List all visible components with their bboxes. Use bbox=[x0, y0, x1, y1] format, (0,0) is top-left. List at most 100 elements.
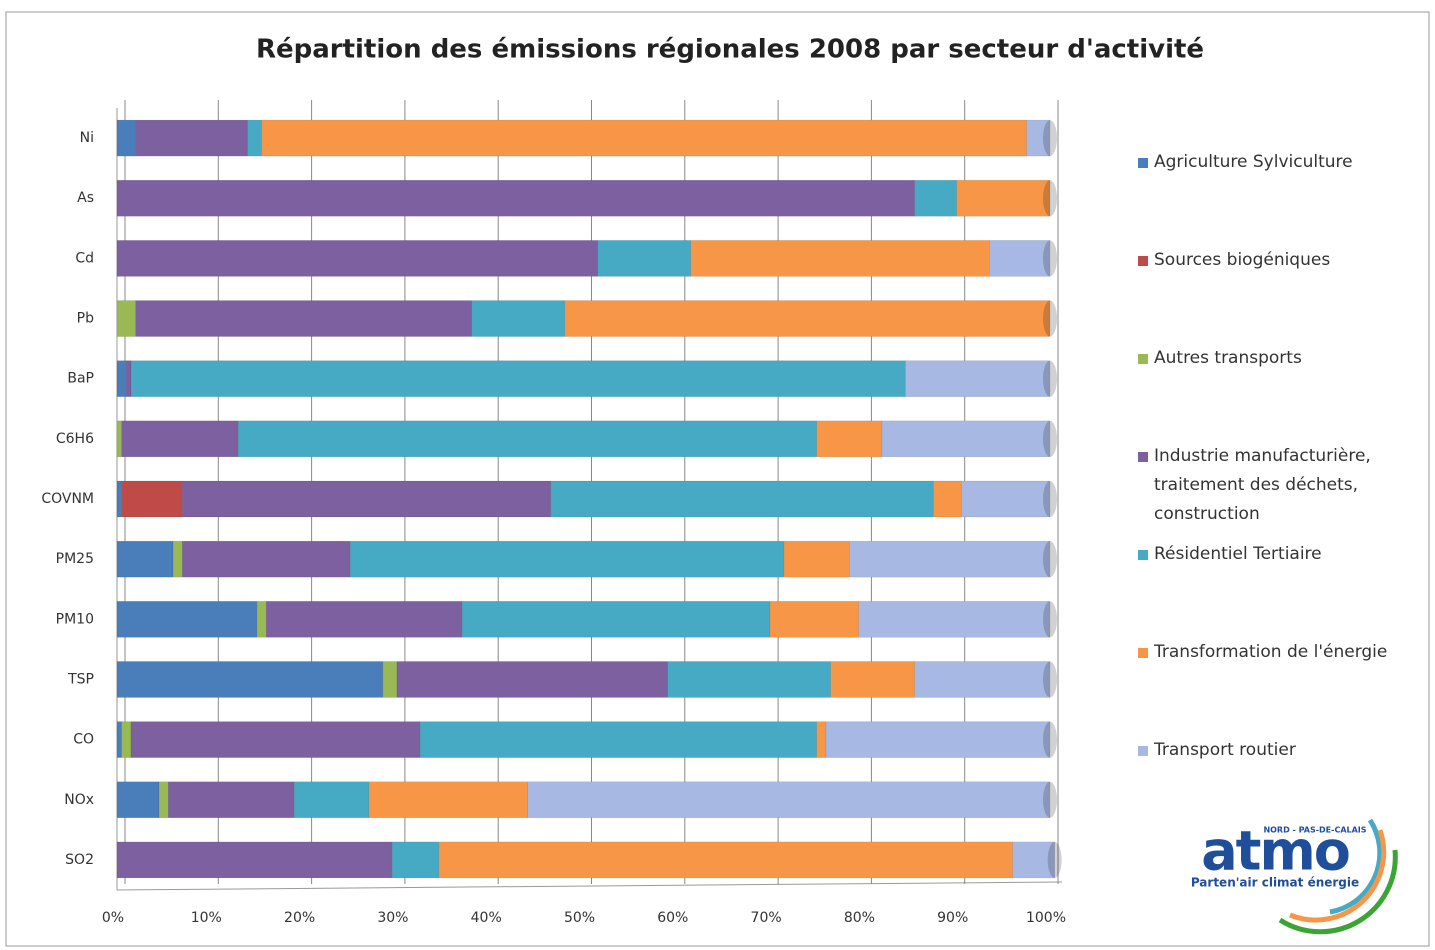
bar-segment bbox=[989, 240, 1051, 277]
bar-segment bbox=[116, 360, 127, 397]
bar-segment bbox=[116, 300, 136, 337]
legend-entry: Agriculture Sylviculture bbox=[1138, 148, 1430, 177]
bar-segment bbox=[368, 781, 528, 819]
logo-name: atmo bbox=[1201, 820, 1349, 883]
bar-segment bbox=[914, 661, 1051, 698]
logo-arc bbox=[1278, 849, 1398, 935]
bar-end bbox=[1043, 360, 1057, 397]
y-tick-label: Ni bbox=[80, 130, 94, 146]
y-tick-label: C6H6 bbox=[56, 431, 94, 447]
bar-segment bbox=[783, 540, 850, 578]
legend-label: Transformation de l'énergie bbox=[1154, 642, 1388, 662]
y-tick-label: PM10 bbox=[56, 611, 94, 627]
legend-entry: Transport routier bbox=[1138, 736, 1430, 765]
legend-entry: Autres transports bbox=[1138, 344, 1430, 373]
legend-swatch bbox=[1138, 746, 1148, 756]
bar-segment bbox=[116, 119, 136, 157]
legend-label: Autres transports bbox=[1154, 348, 1302, 368]
legend-swatch bbox=[1138, 354, 1148, 364]
logo-arc bbox=[1329, 818, 1383, 915]
x-tick-label: 0% bbox=[102, 910, 124, 926]
bar-segment bbox=[116, 540, 174, 578]
bar-segment bbox=[396, 661, 668, 698]
bar-segment bbox=[121, 420, 239, 458]
y-tick-label: As bbox=[77, 190, 94, 206]
bar-segment bbox=[769, 601, 859, 638]
bar-segment bbox=[933, 480, 962, 518]
legend-swatch bbox=[1138, 256, 1148, 266]
axis-line bbox=[116, 881, 1063, 891]
bar-segment bbox=[116, 601, 258, 638]
bar-end bbox=[1043, 180, 1057, 217]
bar-end bbox=[1043, 721, 1057, 758]
x-tick-label: 70% bbox=[751, 910, 782, 926]
bar-segment bbox=[261, 119, 1027, 157]
bar-segment bbox=[564, 300, 1051, 337]
legend-swatch bbox=[1138, 648, 1148, 658]
bar-segment bbox=[881, 420, 1051, 458]
y-tick-label: NOx bbox=[64, 792, 94, 808]
chart-title: Répartition des émissions régionales 200… bbox=[256, 35, 1204, 65]
bar-end bbox=[1043, 781, 1057, 818]
bar-end bbox=[1043, 661, 1057, 698]
bar-segment bbox=[121, 480, 183, 518]
bar-end bbox=[1043, 300, 1057, 337]
legend-entry: Sources biogéniques bbox=[1138, 246, 1430, 275]
x-tick-label: 80% bbox=[844, 910, 875, 926]
x-tick-label: 100% bbox=[1026, 910, 1066, 926]
bar-segment bbox=[830, 661, 915, 698]
bar-segment bbox=[391, 841, 440, 879]
legend-label: Agriculture Sylviculture bbox=[1154, 152, 1353, 172]
bar-end bbox=[1043, 240, 1057, 277]
y-tick-label: COVNM bbox=[41, 491, 94, 507]
bar-segment bbox=[238, 420, 818, 458]
bar-segment bbox=[1026, 119, 1051, 157]
bar-segment bbox=[905, 360, 1051, 397]
y-tick-label: Pb bbox=[77, 311, 94, 327]
bar-segment bbox=[168, 781, 295, 819]
bar-segment bbox=[182, 480, 552, 518]
y-tick-label: CO bbox=[73, 732, 94, 748]
bar-segment bbox=[667, 661, 831, 698]
bar-segment bbox=[158, 781, 169, 819]
bar-segment bbox=[116, 240, 598, 277]
logo-arc bbox=[1289, 829, 1387, 923]
x-tick-label: 60% bbox=[657, 910, 688, 926]
bar-end bbox=[1043, 420, 1057, 457]
bar-segment bbox=[527, 781, 1051, 819]
y-tick-label: SO2 bbox=[65, 852, 94, 868]
bar-segment bbox=[116, 480, 122, 518]
bar-segment bbox=[461, 601, 771, 638]
bar-segment bbox=[116, 721, 122, 758]
bar-segment bbox=[382, 661, 398, 698]
bar-segment bbox=[116, 179, 915, 217]
bar-segment bbox=[350, 540, 785, 578]
y-tick-label: Cd bbox=[75, 250, 94, 266]
bar-segment bbox=[690, 240, 990, 277]
bar-segment bbox=[121, 721, 132, 758]
bar-segment bbox=[116, 661, 384, 698]
bar-end bbox=[1043, 541, 1057, 578]
y-tick-label: TSP bbox=[67, 671, 94, 687]
bar-end bbox=[1043, 481, 1057, 517]
bar-segment bbox=[1012, 841, 1055, 879]
legend-label: Transport routier bbox=[1154, 740, 1296, 760]
bar-segment bbox=[956, 179, 1051, 217]
bar-segment bbox=[116, 841, 393, 879]
bar-segment bbox=[419, 721, 817, 758]
x-tick-label: 30% bbox=[377, 910, 408, 926]
legend-entry: Transformation de l'énergie bbox=[1138, 638, 1430, 667]
bar-segment bbox=[294, 781, 370, 819]
bar-segment bbox=[135, 300, 472, 337]
bar-segment bbox=[130, 721, 421, 758]
x-tick-label: 40% bbox=[471, 910, 502, 926]
legend-label: Sources biogéniques bbox=[1154, 250, 1331, 270]
legend-label: Industrie manufacturière, traitement des… bbox=[1154, 446, 1371, 524]
x-tick-label: 90% bbox=[937, 910, 968, 926]
bar-segment bbox=[550, 480, 934, 518]
bar-segment bbox=[858, 601, 1051, 638]
x-tick-label: 10% bbox=[191, 910, 222, 926]
legend-swatch bbox=[1138, 158, 1148, 168]
